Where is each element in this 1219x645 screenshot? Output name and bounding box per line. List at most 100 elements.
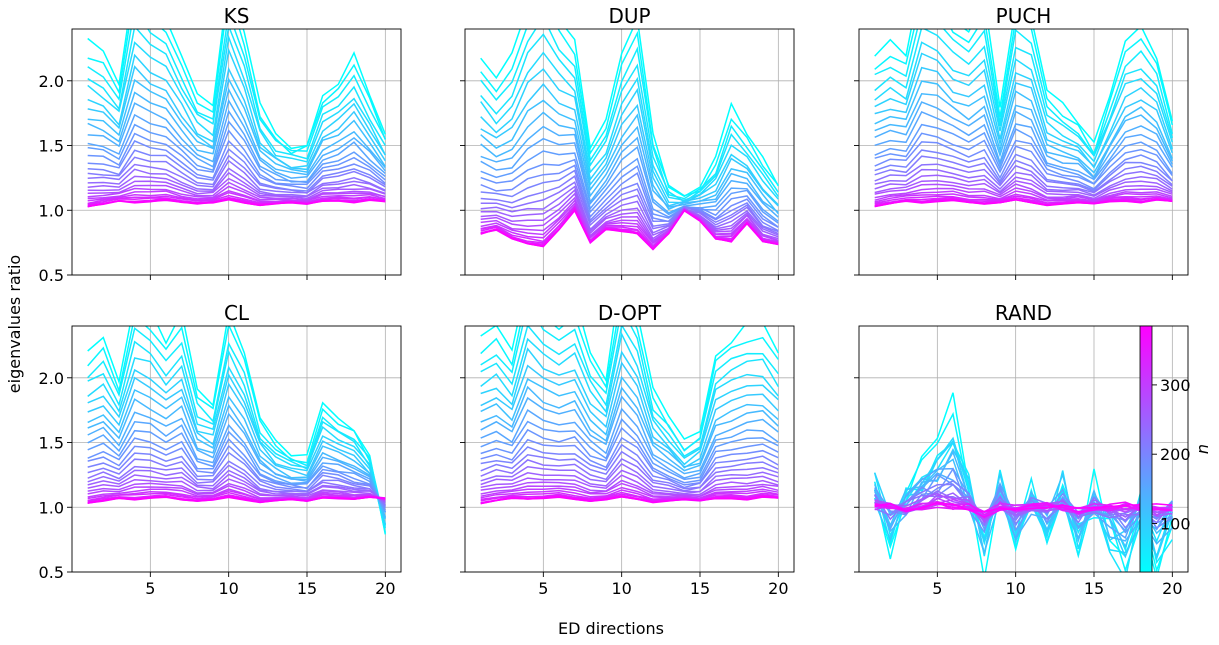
series-line bbox=[87, 411, 386, 513]
series-line bbox=[874, 198, 1173, 208]
series-line bbox=[874, 93, 1173, 179]
colorbar-tick-label: 100 bbox=[1160, 514, 1191, 533]
series-line bbox=[87, 194, 386, 205]
axes-frame bbox=[71, 28, 402, 276]
series-line bbox=[480, 486, 779, 499]
subplot-ks: 0.5 1.0 1.5 2.0 KS bbox=[39, 4, 402, 285]
series-line bbox=[480, 125, 779, 218]
series-line bbox=[87, 198, 386, 207]
colorbar-label: n bbox=[1193, 444, 1212, 454]
series-line bbox=[480, 111, 779, 213]
subplot-cl: 5 10 15 20 0.5 1.0 1.5 2.0 CL bbox=[39, 301, 402, 598]
series-line bbox=[480, 209, 779, 251]
series-line bbox=[480, 375, 779, 468]
subplot-title: RAND bbox=[995, 301, 1052, 325]
x-tick-label: 15 bbox=[1084, 579, 1104, 598]
series-line bbox=[87, 340, 387, 529]
series-line bbox=[480, 181, 779, 235]
subplot-d-opt: 5 10 15 20 D-OPT bbox=[460, 301, 795, 598]
series-line bbox=[480, 426, 779, 484]
series-line bbox=[480, 29, 779, 198]
series-line bbox=[87, 65, 386, 171]
series-line bbox=[480, 395, 779, 475]
series-line bbox=[480, 158, 779, 228]
series-line bbox=[87, 437, 386, 511]
series-line bbox=[87, 326, 387, 535]
x-tick-label: 5 bbox=[932, 579, 942, 598]
series-line bbox=[874, 41, 1174, 163]
series-group bbox=[480, 326, 779, 505]
colorbar-tick-label: 300 bbox=[1160, 376, 1191, 395]
series-line bbox=[874, 101, 1173, 180]
series-line bbox=[87, 398, 387, 519]
series-group bbox=[87, 29, 387, 208]
series-line bbox=[480, 479, 779, 497]
colorbar-gradient bbox=[1139, 325, 1153, 573]
series-line bbox=[480, 458, 779, 492]
series-line bbox=[874, 29, 1174, 158]
series-line bbox=[480, 164, 779, 228]
series-line bbox=[87, 482, 386, 501]
series-line bbox=[480, 326, 779, 458]
series-line bbox=[87, 29, 386, 150]
series-line bbox=[87, 326, 387, 533]
series-line bbox=[87, 495, 386, 504]
series-line bbox=[87, 34, 386, 163]
figure-ylabel: eigenvalues ratio bbox=[5, 255, 24, 393]
subplot-puch: PUCH bbox=[854, 4, 1189, 280]
series-line bbox=[480, 326, 779, 452]
series-line bbox=[480, 407, 779, 479]
series-line bbox=[480, 68, 779, 206]
series-line bbox=[874, 110, 1173, 181]
series-line bbox=[480, 450, 779, 490]
series-line bbox=[874, 66, 1174, 168]
series-line bbox=[480, 326, 779, 440]
series-line bbox=[87, 129, 386, 186]
series-line bbox=[480, 33, 779, 203]
series-group bbox=[480, 29, 779, 251]
series-group bbox=[874, 29, 1174, 208]
x-tick-label: 15 bbox=[297, 579, 317, 598]
y-tick-label: 1.5 bbox=[39, 137, 64, 156]
series-line bbox=[87, 167, 386, 197]
subplot-dup: DUP bbox=[460, 4, 795, 280]
x-tick-label: 10 bbox=[218, 579, 238, 598]
x-tick-label: 20 bbox=[1162, 579, 1182, 598]
series-line bbox=[480, 196, 779, 242]
series-line bbox=[874, 141, 1173, 190]
series-line bbox=[480, 192, 779, 240]
series-line bbox=[480, 489, 779, 501]
y-tick-label: 2.0 bbox=[39, 72, 64, 91]
series-line bbox=[480, 204, 779, 247]
series-line bbox=[874, 180, 1173, 200]
series-line bbox=[874, 29, 1174, 157]
series-line bbox=[480, 331, 779, 460]
series-line bbox=[874, 163, 1173, 194]
series-line bbox=[87, 177, 386, 200]
series-line bbox=[874, 132, 1173, 185]
series-line bbox=[480, 99, 779, 215]
series-line bbox=[87, 451, 386, 507]
subplot-title: PUCH bbox=[996, 4, 1052, 28]
series-line bbox=[87, 159, 386, 194]
subplot-title: KS bbox=[224, 4, 250, 28]
series-line bbox=[87, 87, 386, 176]
axes-frame bbox=[71, 325, 402, 573]
series-line bbox=[480, 185, 779, 236]
series-line bbox=[480, 202, 779, 245]
series-line bbox=[873, 441, 1173, 572]
series-line bbox=[480, 436, 779, 486]
series-line bbox=[874, 502, 1173, 513]
x-tick-label: 5 bbox=[145, 579, 155, 598]
series-line bbox=[87, 109, 386, 183]
series-line bbox=[480, 206, 779, 249]
series-line bbox=[87, 181, 386, 201]
series-line bbox=[87, 29, 386, 152]
y-tick-label: 0.5 bbox=[39, 266, 64, 285]
x-tick-label: 5 bbox=[538, 579, 548, 598]
series-line bbox=[87, 185, 386, 202]
series-line bbox=[480, 361, 779, 469]
series-line bbox=[87, 444, 386, 509]
series-line bbox=[480, 385, 779, 472]
y-tick-label: 1.5 bbox=[39, 434, 64, 453]
